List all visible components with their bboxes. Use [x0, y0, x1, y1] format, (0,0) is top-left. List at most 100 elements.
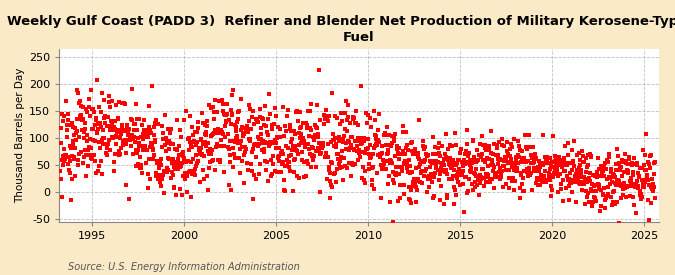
Point	[570, 180, 580, 184]
Point	[591, 175, 602, 179]
Point	[261, 160, 272, 165]
Point	[622, 171, 633, 175]
Point	[134, 117, 145, 122]
Point	[571, 179, 582, 183]
Point	[186, 160, 197, 164]
Point	[585, 171, 595, 175]
Point	[631, 179, 642, 183]
Point	[91, 116, 102, 120]
Point	[610, 175, 621, 179]
Point	[158, 131, 169, 136]
Point	[460, 175, 471, 179]
Point	[480, 147, 491, 152]
Point	[232, 134, 243, 138]
Point	[308, 135, 319, 140]
Point	[294, 110, 305, 114]
Point	[550, 165, 561, 169]
Point	[259, 150, 269, 154]
Point	[250, 117, 261, 122]
Point	[119, 138, 130, 142]
Point	[186, 125, 197, 129]
Point	[58, 159, 69, 163]
Point	[610, 202, 620, 206]
Point	[512, 165, 522, 170]
Point	[179, 159, 190, 163]
Point	[643, 183, 654, 188]
Point	[338, 156, 349, 160]
Point	[439, 170, 450, 174]
Point	[383, 148, 394, 152]
Point	[475, 173, 485, 177]
Point	[317, 141, 327, 145]
Point	[571, 171, 582, 176]
Point	[556, 162, 567, 166]
Point	[145, 145, 156, 149]
Point	[417, 160, 428, 165]
Point	[587, 200, 598, 205]
Point	[528, 161, 539, 165]
Point	[73, 158, 84, 162]
Point	[199, 123, 210, 127]
Point	[98, 142, 109, 146]
Point	[57, 154, 68, 158]
Point	[205, 152, 216, 156]
Point	[353, 123, 364, 127]
Point	[645, 165, 656, 170]
Point	[521, 167, 532, 172]
Point	[649, 159, 660, 164]
Point	[483, 173, 493, 177]
Point	[539, 177, 549, 182]
Point	[105, 147, 115, 152]
Point	[70, 174, 80, 178]
Point	[634, 175, 645, 179]
Point	[333, 139, 344, 143]
Point	[396, 183, 407, 187]
Point	[550, 154, 561, 158]
Point	[92, 130, 103, 134]
Point	[587, 189, 598, 194]
Point	[535, 182, 545, 187]
Point	[421, 152, 431, 156]
Point	[574, 158, 585, 162]
Point	[391, 170, 402, 175]
Point	[470, 185, 481, 189]
Point	[606, 167, 617, 171]
Point	[184, 170, 194, 174]
Point	[559, 156, 570, 160]
Point	[269, 169, 280, 173]
Point	[131, 102, 142, 106]
Point	[612, 147, 623, 152]
Point	[334, 135, 345, 139]
Point	[437, 163, 448, 168]
Point	[78, 117, 88, 121]
Point	[312, 133, 323, 137]
Point	[392, 152, 403, 156]
Point	[531, 178, 542, 182]
Point	[157, 172, 168, 177]
Point	[547, 175, 558, 179]
Point	[404, 158, 414, 162]
Point	[628, 195, 639, 200]
Point	[500, 157, 511, 161]
Point	[340, 141, 351, 145]
Point	[225, 108, 236, 112]
Point	[86, 88, 97, 92]
Point	[321, 153, 332, 158]
Point	[246, 126, 256, 131]
Point	[582, 195, 593, 199]
Point	[122, 138, 132, 142]
Point	[159, 191, 169, 195]
Point	[165, 142, 176, 146]
Point	[450, 193, 461, 197]
Point	[76, 150, 87, 155]
Point	[314, 141, 325, 146]
Point	[410, 182, 421, 186]
Point	[514, 185, 525, 190]
Point	[500, 154, 510, 159]
Point	[397, 148, 408, 153]
Point	[119, 129, 130, 133]
Point	[455, 183, 466, 187]
Point	[266, 127, 277, 131]
Point	[243, 137, 254, 141]
Point	[211, 110, 221, 114]
